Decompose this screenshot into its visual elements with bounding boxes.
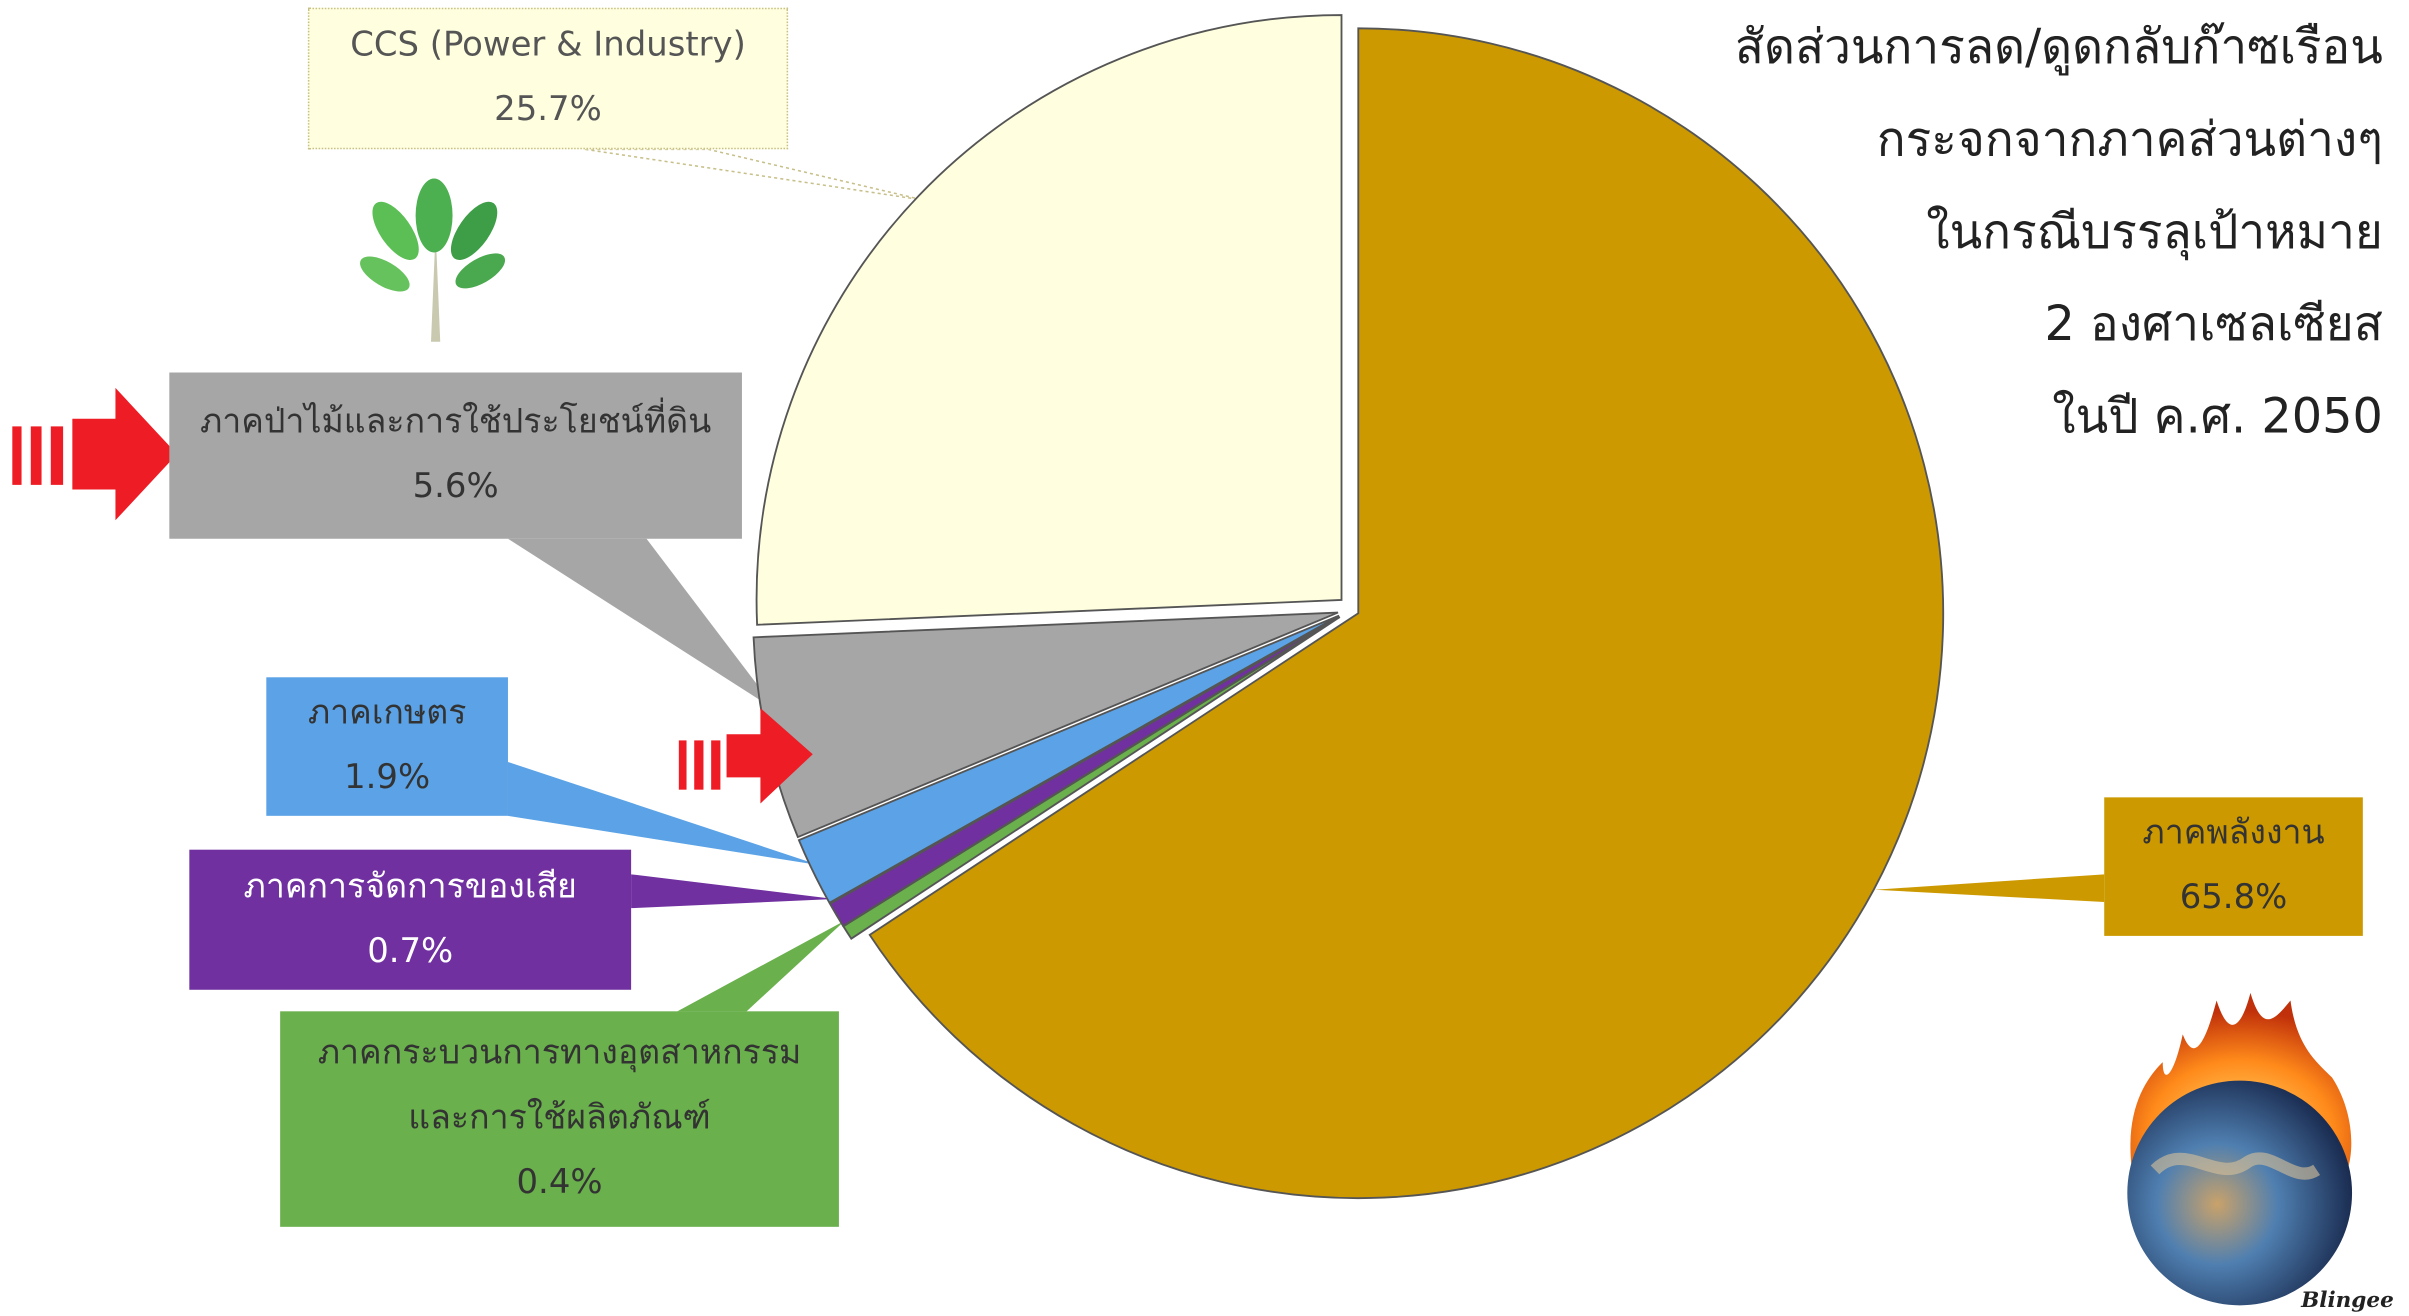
category-label: ภาคพลังงาน (2142, 802, 2324, 866)
title-line: กระจกจากภาคส่วนต่างๆ (1877, 100, 2383, 177)
category-label: ภาคกระบวนการทางอุตสาหกรรม และการใช้ผลิตภ… (318, 1023, 802, 1152)
value-label: 0.4% (517, 1151, 603, 1215)
burning-earth-icon (2127, 993, 2352, 1305)
stage: Blingee สัดส่วนการลด/ดูดกลับก๊าซเรือนกระ… (0, 0, 2409, 1316)
callout-pointer (1875, 874, 2104, 902)
title-line: ในปี ค.ศ. 2050 (2052, 377, 2383, 454)
title-line: ในกรณีบรรลุเป้าหมาย (1926, 192, 2383, 269)
title-line: สัดส่วนการลด/ดูดกลับก๊าซเรือน (1735, 8, 2383, 85)
value-label: 25.7% (494, 79, 602, 143)
callout-pointer (677, 921, 845, 1012)
pie-slice (757, 15, 1342, 625)
title-line: 2 องศาเซลเซียส (2045, 285, 2383, 362)
callout-pointer (585, 149, 924, 200)
callout-pointer (508, 539, 777, 711)
category-label: CCS (Power & Industry) (350, 14, 746, 78)
watermark: Blingee (2300, 1288, 2394, 1313)
category-label: ภาคป่าไม้และการใช้ประโยชน์ที่ดิน (200, 391, 711, 455)
callout: CCS (Power & Industry)25.7% (308, 8, 788, 150)
callout-pointer (631, 874, 834, 908)
tree-icon (355, 179, 511, 342)
page: Blingee สัดส่วนการลด/ดูดกลับก๊าซเรือนกระ… (0, 0, 2409, 1312)
red-arrow (12, 388, 177, 520)
pie (754, 15, 1944, 1198)
callout: ภาคกระบวนการทางอุตสาหกรรม และการใช้ผลิตภ… (280, 1011, 839, 1227)
value-label: 65.8% (2180, 867, 2288, 931)
value-label: 1.9% (344, 747, 430, 811)
value-label: 5.6% (413, 456, 499, 520)
category-label: ภาคเกษตร (308, 682, 467, 746)
value-label: 0.7% (367, 920, 453, 984)
category-label: ภาคการจัดการของเสีย (244, 855, 577, 919)
